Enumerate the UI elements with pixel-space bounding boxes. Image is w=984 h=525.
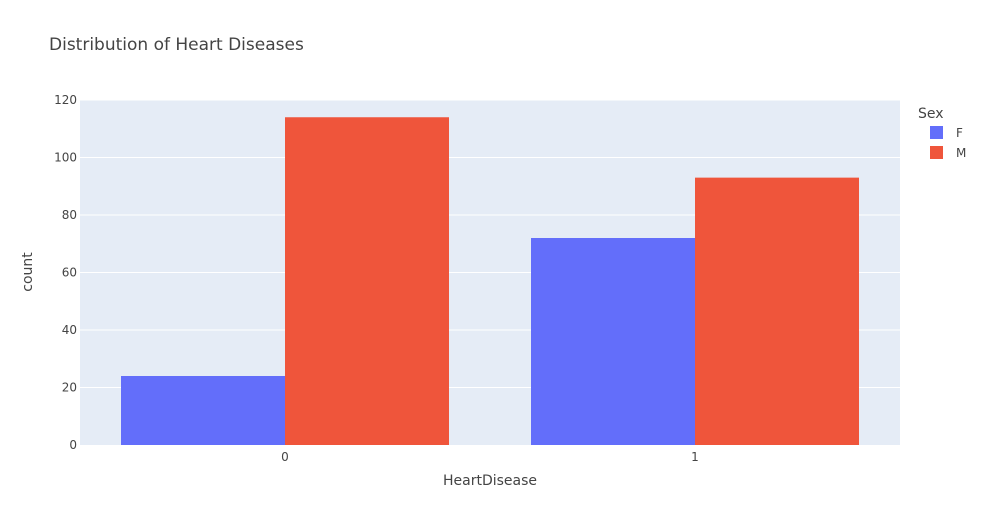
y-axis-title: count xyxy=(20,252,36,292)
y-tick-label: 20 xyxy=(62,381,77,395)
legend-title: Sex xyxy=(918,106,944,122)
bars[interactable] xyxy=(121,117,859,445)
legend-label-M[interactable]: M xyxy=(956,146,966,160)
x-axis-title: HeartDisease xyxy=(443,473,537,489)
legend-swatch-F[interactable] xyxy=(930,126,943,139)
y-tick-label: 60 xyxy=(62,266,77,280)
y-tick-label: 80 xyxy=(62,208,77,222)
y-axis-ticks: 0 20 40 60 80 100 120 xyxy=(54,93,77,452)
x-tick-label: 0 xyxy=(281,450,289,464)
bar-M-1[interactable] xyxy=(695,177,859,445)
y-tick-label: 40 xyxy=(62,323,77,337)
x-tick-label: 1 xyxy=(691,450,699,464)
y-tick-label: 120 xyxy=(54,93,77,107)
chart-title: Distribution of Heart Diseases xyxy=(49,35,304,55)
legend-swatch-M[interactable] xyxy=(930,146,943,159)
bar-F-1[interactable] xyxy=(531,238,695,445)
y-tick-label: 0 xyxy=(69,438,77,452)
legend-label-F[interactable]: F xyxy=(956,126,963,140)
bar-M-0[interactable] xyxy=(285,117,449,445)
bar-F-0[interactable] xyxy=(121,376,285,445)
legend: Sex FM xyxy=(918,106,966,160)
y-tick-label: 100 xyxy=(54,151,77,165)
